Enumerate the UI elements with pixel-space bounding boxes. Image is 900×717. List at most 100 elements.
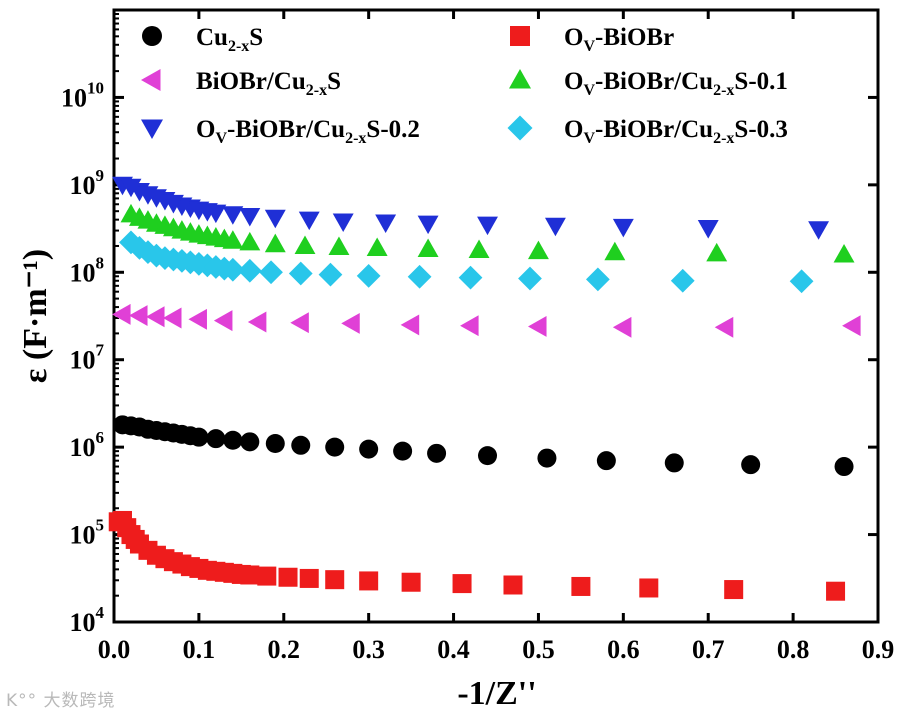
data-point (298, 211, 320, 231)
data-point (222, 230, 244, 249)
data-point (452, 574, 472, 594)
data-point (537, 448, 557, 468)
x-tick-label: 0.5 (522, 635, 555, 664)
data-point (205, 204, 227, 224)
data-point (318, 262, 343, 287)
data-point (237, 258, 262, 283)
watermark: K°° 大数跨境 (6, 691, 116, 711)
data-point (325, 437, 345, 457)
data-point (518, 266, 542, 291)
data-point (366, 237, 388, 256)
data-point (264, 233, 286, 253)
data-point (833, 243, 855, 263)
data-point (112, 303, 131, 325)
series-4 (112, 176, 830, 240)
data-point (129, 305, 148, 326)
data-point (697, 220, 719, 239)
data-point (393, 441, 413, 461)
data-point (527, 240, 549, 260)
legend-label: OV-BiOBr/Cu2-xS-0.3 (564, 116, 788, 147)
legend-marker (507, 115, 533, 141)
data-point (477, 216, 498, 236)
x-tick-label: 0.2 (268, 635, 301, 664)
data-point (239, 231, 261, 251)
data-point (145, 306, 165, 328)
data-point (706, 242, 728, 262)
legend-label: OV-BiOBr (564, 24, 674, 55)
data-point (240, 432, 260, 452)
x-tick-label: 0.0 (98, 635, 131, 664)
data-point (162, 307, 182, 329)
series-2 (112, 303, 861, 338)
y-tick-label: 107 (70, 341, 105, 375)
data-point (808, 221, 830, 240)
data-point (724, 580, 744, 600)
data-point (527, 316, 547, 337)
data-point (264, 209, 286, 229)
x-axis: 0.0 0.1 0.2 0.3 0.4 0.5 0.6 0.7 0.8 0.9 (98, 10, 895, 664)
series-0 (112, 415, 854, 477)
data-point (544, 217, 566, 237)
data-point (325, 570, 345, 590)
legend-marker (510, 26, 530, 46)
y-tick-label: 104 (70, 603, 105, 637)
legend-marker (142, 26, 162, 46)
legend-label: Cu2-xS (196, 24, 263, 55)
data-point (222, 206, 244, 225)
data-point (375, 214, 397, 234)
data-point (427, 443, 447, 463)
y-tick-label: 1010 (61, 78, 104, 112)
plot-frame (112, 8, 880, 624)
data-point (612, 316, 632, 338)
data-point (401, 572, 421, 592)
data-point (257, 566, 277, 586)
legend-marker (141, 119, 163, 139)
x-tick-label: 0.8 (777, 635, 810, 664)
data-series (108, 176, 861, 601)
data-point (417, 238, 439, 258)
x-tick-label: 0.7 (692, 635, 725, 664)
data-point (223, 430, 243, 450)
data-point (220, 257, 245, 282)
data-point (359, 571, 379, 591)
data-point (341, 312, 360, 334)
data-point (213, 310, 233, 332)
y-tick-label: 109 (70, 166, 105, 200)
y-axis: 104 105 106 107 108 109 1010 (61, 13, 878, 637)
x-tick-label: 0.1 (183, 635, 216, 664)
x-tick-label: 0.6 (607, 635, 640, 664)
data-point (596, 451, 616, 471)
data-point (294, 235, 316, 255)
data-point (299, 568, 319, 588)
y-tick-label: 106 (70, 428, 105, 462)
data-point (670, 268, 695, 293)
legend-label: OV-BiOBr/Cu2-xS-0.2 (196, 116, 420, 147)
x-axis-title: -1/Z'' (457, 675, 536, 712)
data-point (240, 565, 260, 585)
data-point (239, 207, 261, 227)
data-point (842, 315, 861, 337)
data-point (188, 308, 207, 330)
legend: Cu2-xS OV-BiOBr BiOBr/Cu2-xS OV-BiOBr/Cu2-x… (141, 24, 788, 147)
y-tick-label: 108 (70, 253, 105, 287)
data-point (639, 578, 659, 598)
data-point (458, 265, 483, 290)
legend-marker (509, 69, 531, 89)
data-point (789, 269, 814, 294)
data-point (265, 434, 285, 454)
data-point (585, 267, 610, 292)
data-point (834, 457, 854, 477)
data-point (206, 429, 226, 449)
data-point (503, 575, 523, 595)
data-point (328, 236, 350, 256)
data-point (612, 218, 634, 238)
series-1 (108, 510, 846, 601)
data-point (189, 427, 209, 447)
x-tick-label: 0.9 (862, 635, 895, 664)
legend-label: OV-BiOBr/Cu2-xS-0.1 (564, 68, 788, 99)
data-point (136, 240, 160, 265)
data-point (478, 446, 498, 466)
data-point (417, 215, 439, 235)
data-point (332, 213, 354, 233)
